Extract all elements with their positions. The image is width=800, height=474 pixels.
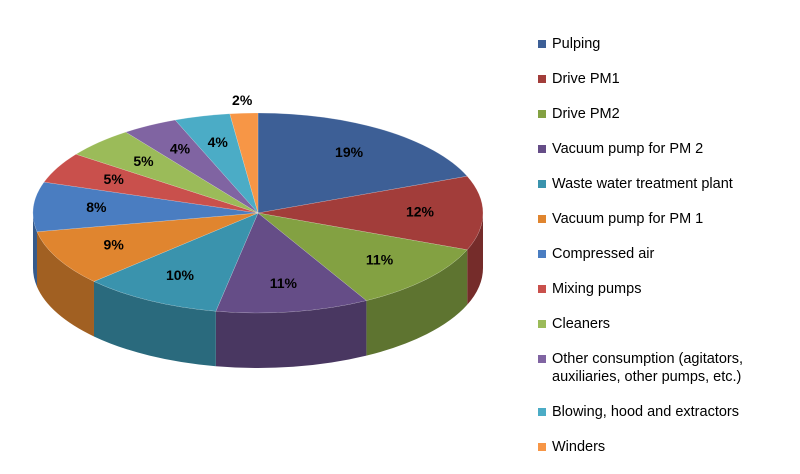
legend-swatch <box>538 110 546 118</box>
slice-side <box>467 213 483 305</box>
legend-item: Cleaners <box>538 315 788 333</box>
slice <box>93 212 259 312</box>
legend-label: Vacuum pump for PM 1 <box>552 211 704 227</box>
slice <box>125 119 259 214</box>
legend-swatch <box>538 355 546 363</box>
slice-side <box>366 249 468 356</box>
legend-label: Waste water treatment plant <box>552 176 733 192</box>
legend-swatch <box>538 320 546 328</box>
data-label: 19% <box>335 144 364 160</box>
legend-item: Vacuum pump for PM 2 <box>538 140 788 158</box>
legend-swatch <box>538 75 546 83</box>
data-label: 9% <box>104 236 125 252</box>
slice <box>174 113 259 214</box>
legend-swatch <box>538 145 546 153</box>
legend-item: Other consumption (agitators, auxiliarie… <box>538 350 788 386</box>
slice-side <box>36 231 94 337</box>
data-label: 5% <box>133 153 154 169</box>
data-label: 4% <box>208 134 229 150</box>
data-label: 5% <box>104 171 125 187</box>
legend-label: Winders <box>552 439 606 455</box>
slice <box>32 181 259 233</box>
legend-label: Blowing, hood and extractors <box>552 404 739 420</box>
data-label: 4% <box>170 141 191 157</box>
slice <box>43 153 259 214</box>
slice <box>257 175 484 251</box>
legend-item: Blowing, hood and extractors <box>538 403 788 421</box>
legend-item: Mixing pumps <box>538 280 788 298</box>
legend-label: Vacuum pump for PM 2 <box>552 141 704 157</box>
legend-swatch <box>538 285 546 293</box>
slice <box>257 112 468 214</box>
data-label: 12% <box>406 204 435 220</box>
legend-item: Vacuum pump for PM 1 <box>538 210 788 228</box>
slice-side <box>215 300 367 368</box>
slice <box>229 112 259 214</box>
legend-swatch <box>538 180 546 188</box>
legend-swatch <box>538 215 546 223</box>
slice-side <box>33 213 37 287</box>
legend-label: Drive PM2 <box>552 106 620 122</box>
legend-item: Pulping <box>538 35 788 53</box>
data-label: 2% <box>232 92 253 108</box>
legend-swatch <box>538 408 546 416</box>
slice <box>257 212 468 301</box>
slice-side <box>93 281 216 367</box>
data-label: 10% <box>166 267 195 283</box>
legend-label: Cleaners <box>552 316 611 332</box>
legend-item: Winders <box>538 438 788 456</box>
slice <box>215 212 367 314</box>
legend-label: Pulping <box>552 36 601 52</box>
data-label: 11% <box>270 275 298 291</box>
data-label: 11% <box>366 251 394 267</box>
data-label: 8% <box>86 199 107 215</box>
legend-item: Drive PM1 <box>538 70 788 88</box>
slice <box>36 212 259 282</box>
pie-area: 19% 12% 11% 11% 10% 9% 8% 5% 5% 4% 4% 2% <box>32 92 484 368</box>
legend: Pulping Drive PM1 Drive PM2 Vacuum pump for… <box>538 35 788 473</box>
slice <box>75 131 259 214</box>
legend-label: Drive PM1 <box>552 71 620 87</box>
legend-label: Mixing pumps <box>552 281 642 297</box>
legend-swatch <box>538 40 546 48</box>
legend-item: Drive PM2 <box>538 105 788 123</box>
legend-label: Other consumption (agitators, auxiliarie… <box>552 351 744 385</box>
legend-item: Waste water treatment plant <box>538 175 788 193</box>
legend-label: Compressed air <box>552 246 655 262</box>
legend-swatch <box>538 443 546 451</box>
legend-swatch <box>538 250 546 258</box>
legend-item: Compressed air <box>538 245 788 263</box>
